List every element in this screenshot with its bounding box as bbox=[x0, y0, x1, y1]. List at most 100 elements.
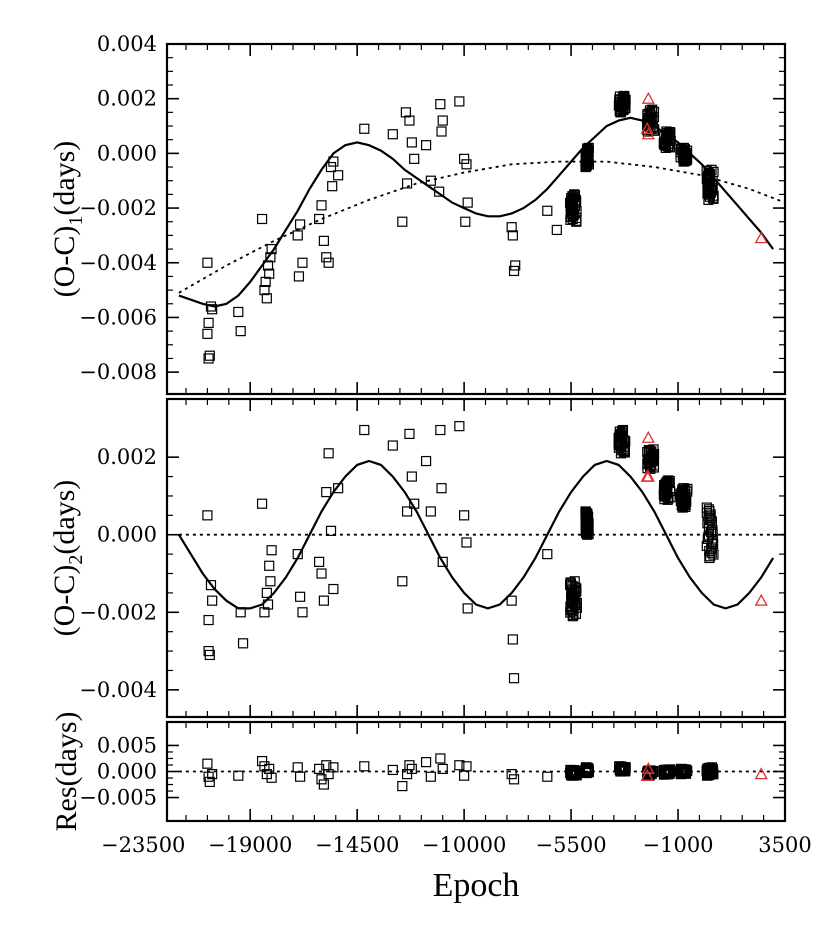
data-point bbox=[292, 230, 303, 241]
xtick-label: −23500 bbox=[101, 833, 185, 857]
data-point bbox=[328, 583, 339, 595]
data-point bbox=[404, 115, 415, 126]
data-point bbox=[409, 153, 420, 164]
data-point bbox=[420, 140, 432, 151]
data-point bbox=[508, 774, 520, 785]
data-point bbox=[359, 123, 370, 134]
data-point bbox=[328, 156, 339, 167]
yaxis-label-bottom: Res(days) bbox=[50, 712, 83, 832]
data-point bbox=[462, 603, 473, 614]
data-point-dense bbox=[664, 476, 675, 487]
data-point-triangle bbox=[754, 593, 768, 606]
data-point bbox=[256, 755, 268, 767]
data-point bbox=[316, 568, 327, 579]
data-point-dense bbox=[675, 763, 687, 774]
ytick-label: −0.002 bbox=[79, 600, 157, 624]
data-point bbox=[233, 306, 244, 318]
data-point-dense bbox=[661, 126, 672, 137]
data-point bbox=[542, 549, 553, 560]
data-point bbox=[318, 779, 329, 790]
data-point bbox=[461, 537, 472, 548]
data-point-dense bbox=[705, 509, 716, 520]
data-point bbox=[397, 780, 408, 792]
data-point bbox=[508, 673, 520, 684]
ytick-label: −0.004 bbox=[79, 251, 157, 275]
data-point bbox=[510, 260, 521, 271]
fit-curve-dotted bbox=[178, 160, 785, 294]
data-point bbox=[506, 222, 517, 233]
data-point bbox=[425, 506, 436, 517]
data-point bbox=[551, 224, 562, 236]
panel-top: −0.008 −0.006 −0.004 −0.002 0.000 0.002 0.004 (… bbox=[48, 32, 787, 396]
data-point bbox=[401, 506, 413, 517]
data-point bbox=[266, 243, 277, 255]
panel-middle: −0.004 −0.002 0.000 0.002 (O-C)2(days) bbox=[48, 397, 787, 719]
data-point bbox=[235, 607, 246, 618]
data-point-dense bbox=[582, 143, 593, 154]
data-point-dense bbox=[648, 444, 659, 455]
data-point bbox=[207, 769, 218, 780]
ylabel-main: (O-C) bbox=[48, 565, 81, 637]
data-point bbox=[207, 304, 218, 315]
data-point bbox=[461, 761, 472, 772]
data-point bbox=[321, 486, 332, 498]
data-point-dense bbox=[662, 476, 673, 487]
data-point-dense bbox=[682, 483, 693, 494]
data-point bbox=[507, 634, 518, 645]
data-point bbox=[321, 252, 332, 263]
data-point-dense bbox=[567, 191, 578, 202]
ytick-label: −0.006 bbox=[79, 305, 157, 329]
data-point-triangle bbox=[640, 768, 654, 781]
data-point-dense bbox=[617, 424, 629, 436]
data-point bbox=[259, 607, 270, 618]
data-point bbox=[506, 595, 517, 606]
data-point bbox=[404, 760, 415, 771]
data-point-dense bbox=[619, 90, 630, 102]
xtick-label: −5500 bbox=[536, 833, 607, 857]
data-point bbox=[461, 159, 472, 170]
data-point bbox=[262, 260, 274, 271]
data-point bbox=[437, 556, 448, 567]
data-point bbox=[207, 595, 218, 606]
plot-area-top bbox=[178, 90, 785, 364]
data-point bbox=[237, 638, 249, 649]
data-point bbox=[387, 440, 398, 451]
data-point bbox=[314, 556, 325, 567]
data-point-dense bbox=[706, 164, 717, 175]
data-point bbox=[295, 771, 306, 782]
data-point bbox=[318, 595, 329, 606]
data-point bbox=[256, 498, 268, 509]
data-point bbox=[314, 213, 325, 225]
data-point bbox=[406, 471, 417, 482]
data-point bbox=[459, 153, 470, 164]
data-point-dense bbox=[582, 508, 593, 519]
data-point-dense bbox=[569, 576, 580, 587]
data-point bbox=[462, 197, 473, 208]
plot-area-bottom bbox=[178, 753, 785, 792]
data-point bbox=[203, 353, 214, 364]
data-point bbox=[328, 762, 339, 773]
data-point-triangle bbox=[754, 767, 768, 780]
ytick-label: 0.002 bbox=[97, 87, 157, 111]
data-point bbox=[542, 205, 553, 216]
data-point bbox=[406, 763, 417, 774]
data-point bbox=[454, 421, 465, 432]
data-point bbox=[425, 771, 436, 782]
data-point bbox=[203, 317, 214, 329]
data-point bbox=[261, 293, 272, 304]
yaxis-label-middle: (O-C)2(days) bbox=[48, 480, 87, 637]
data-point bbox=[295, 591, 306, 602]
data-point bbox=[204, 776, 215, 788]
data-point bbox=[261, 587, 272, 599]
data-point bbox=[205, 301, 217, 312]
data-point bbox=[542, 771, 553, 782]
data-point bbox=[387, 129, 398, 140]
ytick-label: 0.000 bbox=[97, 523, 157, 547]
data-point bbox=[256, 213, 268, 225]
data-point bbox=[436, 126, 447, 137]
data-point-dense bbox=[583, 142, 594, 154]
ylabel-subscript: 2 bbox=[65, 555, 87, 565]
data-point-dense bbox=[703, 504, 715, 515]
data-point bbox=[266, 545, 277, 556]
